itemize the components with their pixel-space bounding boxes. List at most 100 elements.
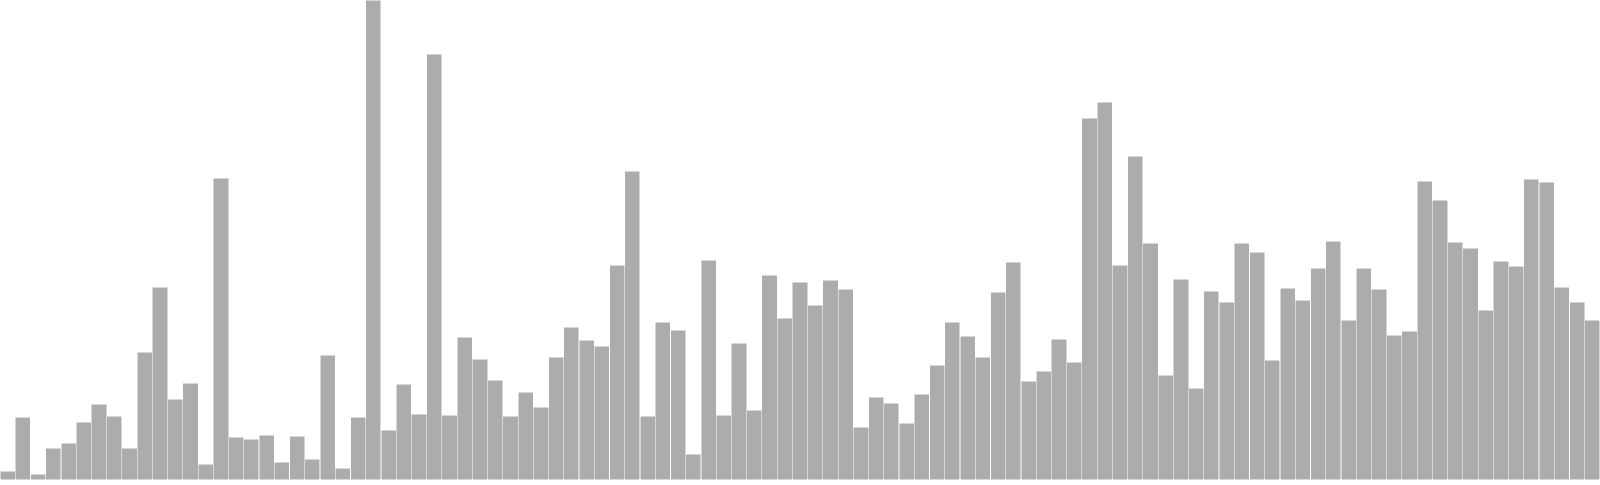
bar-18 xyxy=(258,434,275,481)
bar-50 xyxy=(746,409,763,481)
bar-76 xyxy=(1142,242,1159,481)
bar-23 xyxy=(334,467,351,481)
bar-1 xyxy=(0,470,16,481)
bar-99 xyxy=(1493,260,1509,481)
bar-25 xyxy=(365,0,382,481)
bar-21 xyxy=(304,458,321,481)
bar-69 xyxy=(1035,370,1052,481)
bar-73 xyxy=(1096,101,1113,481)
bar-15 xyxy=(213,177,229,481)
bar-92 xyxy=(1386,334,1403,481)
bar-90 xyxy=(1355,267,1372,481)
bar-6 xyxy=(75,421,92,481)
bar-98 xyxy=(1477,309,1494,481)
bar-56 xyxy=(837,288,854,481)
bar-12 xyxy=(167,398,184,481)
bar-3 xyxy=(30,473,47,481)
bar-24 xyxy=(350,416,367,481)
bar-86 xyxy=(1294,299,1311,481)
bar-65 xyxy=(974,356,991,481)
bar-34 xyxy=(502,415,519,481)
bar-4 xyxy=(45,447,62,481)
bar-81 xyxy=(1218,301,1235,481)
bar-91 xyxy=(1371,288,1387,481)
bar-41 xyxy=(609,264,626,481)
bar-72 xyxy=(1081,117,1098,481)
bar-44 xyxy=(654,321,671,481)
bar-55 xyxy=(822,279,839,481)
bar-46 xyxy=(685,453,702,481)
bar-77 xyxy=(1157,374,1174,481)
bar-85 xyxy=(1279,287,1296,481)
bar-70 xyxy=(1051,338,1067,481)
bar-58 xyxy=(868,396,885,481)
bar-93 xyxy=(1401,330,1418,481)
bar-53 xyxy=(792,281,808,481)
bar-71 xyxy=(1066,361,1083,481)
bar-97 xyxy=(1462,247,1479,481)
bar-102 xyxy=(1538,181,1555,481)
bar-57 xyxy=(853,426,869,481)
bar-39 xyxy=(578,339,595,481)
bar-95 xyxy=(1432,199,1448,481)
bar-49 xyxy=(731,342,747,481)
bar-87 xyxy=(1310,267,1327,481)
bar-80 xyxy=(1203,290,1220,481)
bar-60 xyxy=(898,422,915,481)
bar-47 xyxy=(700,259,717,481)
bar-105 xyxy=(1584,319,1600,481)
bar-61 xyxy=(913,393,930,481)
bar-37 xyxy=(548,356,565,481)
bar-31 xyxy=(456,336,473,481)
bar-104 xyxy=(1569,301,1586,481)
bar-63 xyxy=(944,321,961,481)
bar-22 xyxy=(319,354,336,481)
bar-13 xyxy=(182,382,199,481)
bar-84 xyxy=(1264,359,1281,481)
bar-48 xyxy=(715,414,732,481)
bar-33 xyxy=(487,379,504,481)
bar-101 xyxy=(1523,178,1540,481)
bar-89 xyxy=(1340,319,1357,481)
bar-68 xyxy=(1020,380,1037,481)
bar-67 xyxy=(1005,261,1022,481)
bar-36 xyxy=(533,406,549,481)
bar-100 xyxy=(1508,265,1525,481)
bar-20 xyxy=(289,435,306,481)
bar-2 xyxy=(14,416,31,481)
bar-17 xyxy=(243,438,260,481)
bar-11 xyxy=(152,286,168,481)
bar-64 xyxy=(959,335,976,481)
bar-94 xyxy=(1416,180,1433,481)
bar-62 xyxy=(929,364,946,481)
bar-43 xyxy=(639,415,656,481)
bar-26 xyxy=(380,429,397,481)
bar-30 xyxy=(441,414,458,481)
bar-74 xyxy=(1112,264,1128,481)
bar-16 xyxy=(228,436,245,481)
bar-7 xyxy=(91,403,107,481)
bar-40 xyxy=(593,345,610,481)
bar-19 xyxy=(273,461,290,481)
bar-28 xyxy=(411,413,427,481)
bar-45 xyxy=(670,329,687,481)
bar-88 xyxy=(1325,240,1342,481)
bar-42 xyxy=(624,170,641,481)
bar-54 xyxy=(807,304,824,481)
bar-8 xyxy=(106,415,123,481)
bar-38 xyxy=(563,326,580,481)
bar-5 xyxy=(60,442,77,481)
bar-27 xyxy=(395,383,412,481)
bar-82 xyxy=(1233,242,1250,481)
bar-29 xyxy=(426,53,443,481)
bar-103 xyxy=(1553,286,1570,481)
bar-32 xyxy=(472,358,488,481)
bar-9 xyxy=(121,447,138,481)
bar-35 xyxy=(517,391,534,481)
bar-79 xyxy=(1188,387,1205,481)
bar-10 xyxy=(136,351,153,481)
bar-59 xyxy=(883,402,900,481)
